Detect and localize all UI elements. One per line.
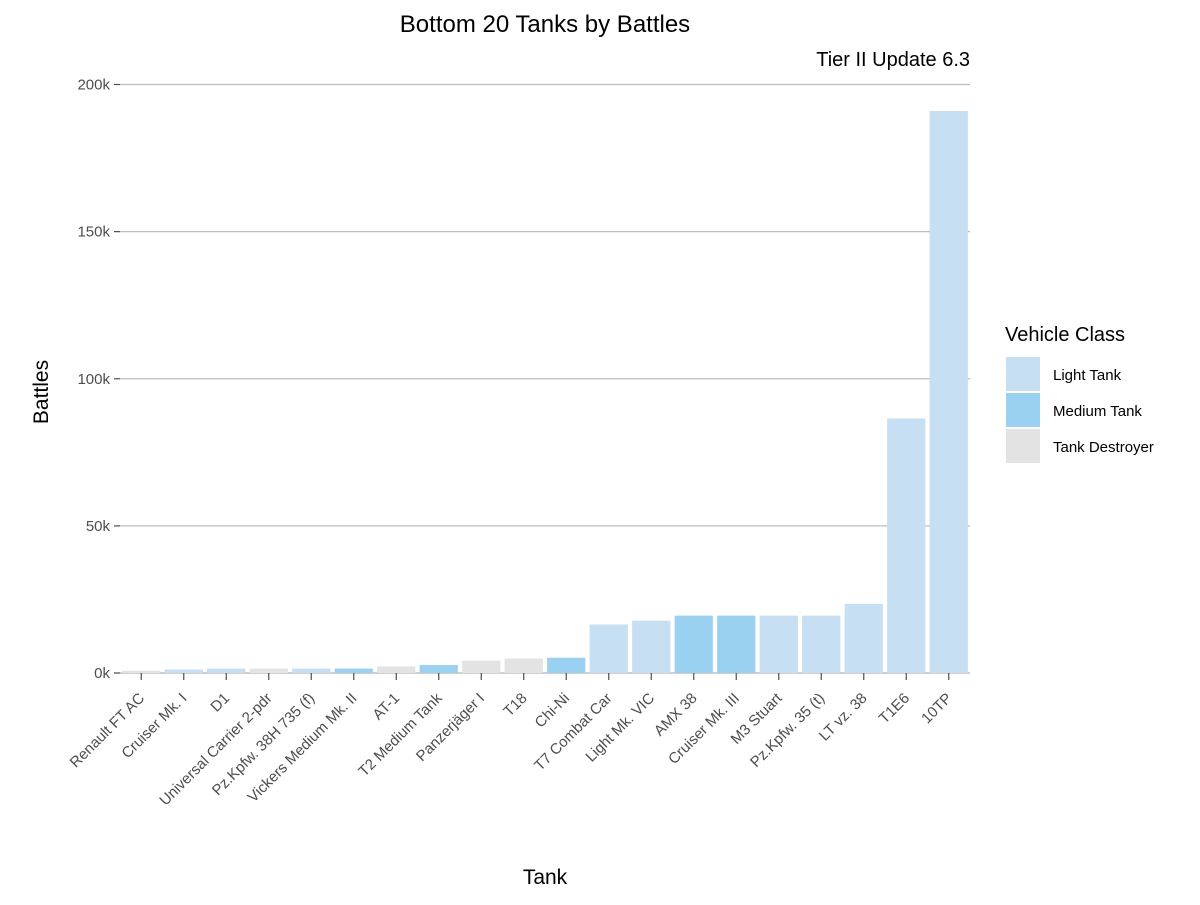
y-axis: 0k 50k 100k 150k 200k xyxy=(77,77,120,682)
legend-swatch xyxy=(1006,393,1040,427)
bar xyxy=(547,657,586,673)
bar xyxy=(249,668,288,673)
x-tick-label: T1E6 xyxy=(876,690,913,727)
bar xyxy=(164,669,203,673)
x-tick-label: T18 xyxy=(500,690,530,720)
bar xyxy=(589,624,628,673)
legend: Vehicle Class Light Tank Medium Tank Tank … xyxy=(1005,324,1154,463)
bar xyxy=(377,666,416,673)
bar xyxy=(717,615,756,673)
gridlines xyxy=(120,83,970,674)
x-axis-title: Tank xyxy=(523,866,568,889)
bar xyxy=(207,668,246,673)
x-tick-label: Renault FT AC xyxy=(67,690,149,772)
x-tick-label: 10TP xyxy=(918,690,955,727)
bar xyxy=(632,620,671,673)
legend-label: Tank Destroyer xyxy=(1053,439,1154,456)
x-tick-label: Chi-Ni xyxy=(532,690,573,731)
bar xyxy=(929,110,968,674)
bar xyxy=(844,603,883,673)
y-tick-label: 200k xyxy=(77,77,110,94)
legend-swatch xyxy=(1006,357,1040,391)
bar xyxy=(462,660,501,673)
chart-title: Bottom 20 Tanks by Battles xyxy=(400,11,690,38)
bars xyxy=(122,110,968,674)
bar xyxy=(504,658,543,673)
legend-label: Light Tank xyxy=(1053,367,1122,384)
y-tick-label: 50k xyxy=(86,518,111,535)
bar xyxy=(122,670,161,673)
legend-items: Light Tank Medium Tank Tank Destroyer xyxy=(1006,357,1154,463)
bar xyxy=(292,668,331,673)
bar xyxy=(674,615,713,673)
y-tick-label: 150k xyxy=(77,224,110,241)
y-axis-title: Battles xyxy=(30,360,53,424)
bar xyxy=(802,615,841,673)
bar xyxy=(887,418,926,673)
legend-swatch xyxy=(1006,429,1040,463)
y-tick-label: 100k xyxy=(77,371,110,388)
bar xyxy=(419,665,458,673)
chart-subtitle: Tier II Update 6.3 xyxy=(816,49,970,71)
x-tick-label: D1 xyxy=(207,690,233,716)
bar xyxy=(334,668,373,673)
legend-title: Vehicle Class xyxy=(1005,324,1125,346)
x-tick-label: Pz.Kpfw. 35 (t) xyxy=(747,690,828,771)
x-tick-label: AT-1 xyxy=(369,690,403,724)
y-tick-label: 0k xyxy=(94,665,110,682)
bar xyxy=(759,615,798,673)
legend-label: Medium Tank xyxy=(1053,403,1142,420)
